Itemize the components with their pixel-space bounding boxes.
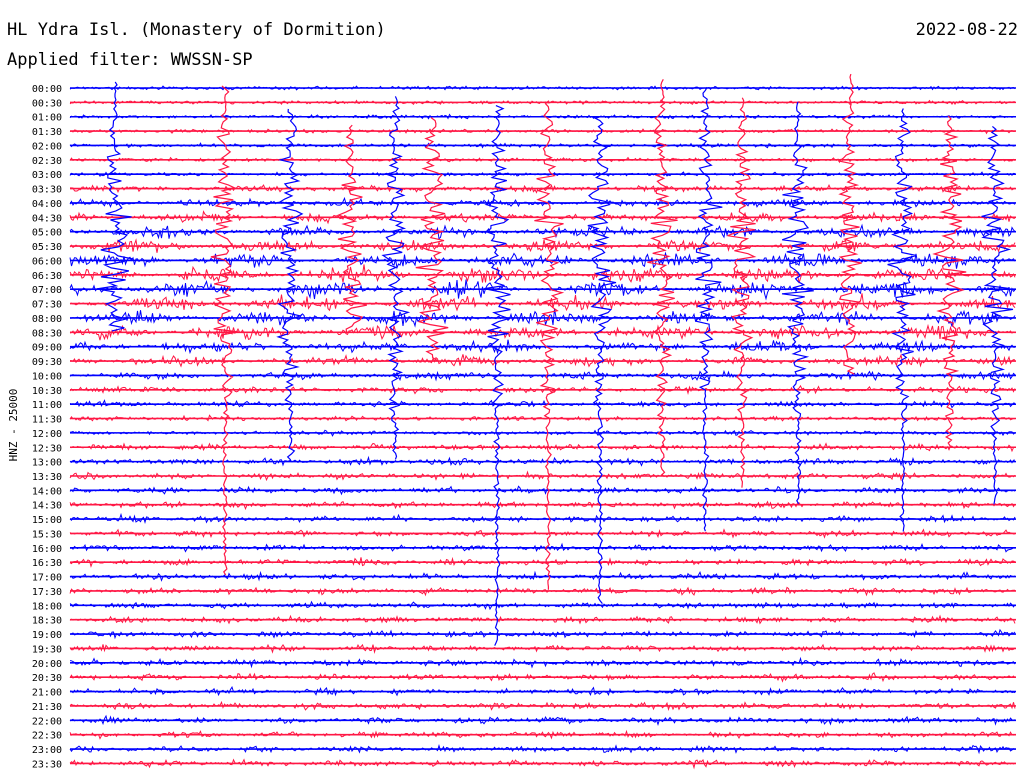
event-spike — [415, 117, 449, 362]
row-label: 07:30 — [32, 300, 62, 311]
row-label: 15:00 — [32, 515, 62, 526]
row-label: 13:00 — [32, 458, 62, 469]
trace-0930 — [69, 353, 1016, 368]
row-label: 12:30 — [32, 443, 62, 454]
row-label: 18:30 — [32, 616, 62, 627]
row-label: 02:00 — [32, 141, 62, 152]
event-spike — [781, 101, 814, 505]
filter-label: Applied filter: WWSSN-SP — [7, 50, 253, 70]
event-spike — [587, 117, 617, 604]
event-spike — [887, 108, 917, 532]
row-label: 02:30 — [32, 156, 62, 167]
row-label: 08:00 — [32, 314, 62, 325]
row-label: 06:30 — [32, 271, 62, 282]
row-label: 19:30 — [32, 644, 62, 655]
date-label: 2022-08-22 — [915, 20, 1018, 40]
row-label: 16:00 — [32, 544, 62, 555]
trace-1300 — [69, 455, 1016, 467]
event-spike — [836, 73, 862, 375]
trace-0800 — [69, 308, 1016, 328]
row-label: 17:00 — [32, 573, 62, 584]
row-label: 11:00 — [32, 400, 62, 411]
row-label: 21:00 — [32, 688, 62, 699]
event-spike — [695, 86, 723, 532]
event-spike — [981, 125, 1014, 505]
row-label: 20:00 — [32, 659, 62, 670]
row-label: 18:00 — [32, 601, 62, 612]
row-label: 04:00 — [32, 199, 62, 210]
row-label: 00:30 — [32, 98, 62, 109]
row-label: 23:30 — [32, 759, 62, 770]
event-spike — [534, 100, 565, 590]
event-spike — [96, 81, 133, 332]
row-label: 21:30 — [32, 702, 62, 713]
row-label: 09:30 — [32, 357, 62, 368]
row-label: 22:30 — [32, 731, 62, 742]
y-axis-label: HNZ - 25000 — [7, 389, 20, 462]
row-label: 15:30 — [32, 529, 62, 540]
row-label: 03:00 — [32, 170, 62, 181]
row-label: 20:30 — [32, 673, 62, 684]
row-label: 12:00 — [32, 429, 62, 440]
event-spike — [647, 79, 678, 476]
row-label: 19:00 — [32, 630, 62, 641]
row-label: 09:00 — [32, 343, 62, 354]
event-spike — [932, 115, 967, 447]
row-label: 01:00 — [32, 113, 62, 124]
row-label: 16:30 — [32, 558, 62, 569]
row-label: 22:00 — [32, 716, 62, 727]
traces-layer — [69, 73, 1016, 770]
row-label: 08:30 — [32, 328, 62, 339]
row-label: 14:30 — [32, 501, 62, 512]
row-label: 01:30 — [32, 127, 62, 138]
row-label: 23:00 — [32, 745, 62, 756]
event-spike — [276, 108, 304, 461]
row-label: 13:30 — [32, 472, 62, 483]
row-label: 10:00 — [32, 371, 62, 382]
row-label: 05:00 — [32, 228, 62, 239]
row-labels-layer: 00:00 00:30 01:00 01:30 02:00 02:30 03:00 03:30… — [32, 84, 62, 770]
event-spike — [381, 96, 411, 460]
row-label: 10:30 — [32, 386, 62, 397]
event-spike — [210, 85, 239, 576]
station-title: HL Ydra Isl. (Monastery of Dormition) — [7, 20, 386, 40]
row-label: 05:30 — [32, 242, 62, 253]
event-spike — [336, 124, 367, 333]
row-label: 07:00 — [32, 285, 62, 296]
row-label: 11:30 — [32, 415, 62, 426]
event-spike — [727, 97, 757, 488]
trace-0730 — [69, 293, 1016, 312]
event-spike — [484, 105, 511, 646]
row-label: 17:30 — [32, 587, 62, 598]
row-label: 14:00 — [32, 486, 62, 497]
row-label: 04:30 — [32, 213, 62, 224]
row-label: 06:00 — [32, 256, 62, 267]
row-label: 03:30 — [32, 185, 62, 196]
trace-1000 — [69, 369, 1016, 382]
row-label: 00:00 — [32, 84, 62, 95]
